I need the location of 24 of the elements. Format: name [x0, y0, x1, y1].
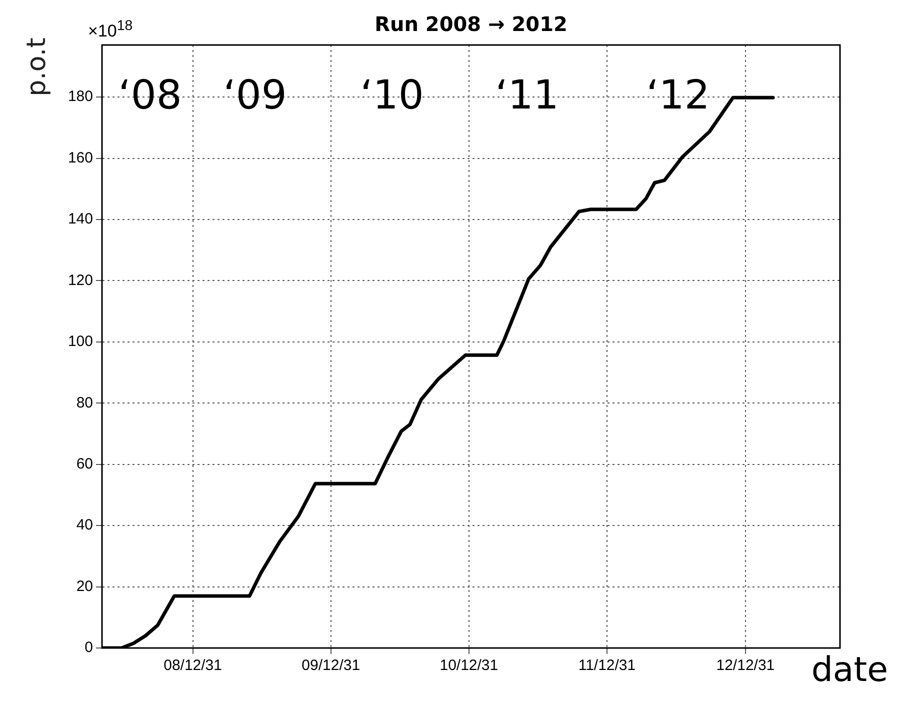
- annotation: ‘08: [118, 72, 182, 118]
- x-tick-label: 08/12/31: [164, 657, 222, 674]
- y-tick-label: 60: [76, 455, 93, 472]
- y-tick-label: 160: [68, 149, 93, 166]
- y-tick-label: 120: [68, 272, 93, 289]
- y-tick-label: 180: [68, 88, 93, 106]
- y-tick-label: 0: [84, 639, 93, 656]
- annotation: ‘11: [495, 72, 559, 118]
- y-tick-label: 20: [76, 578, 93, 595]
- text: ×10$^{18}$: [88, 18, 133, 42]
- y-tick-label: 40: [76, 516, 93, 534]
- x-tick-label: 10/12/31: [440, 657, 498, 674]
- y-axis-title: p.o.t: [22, 36, 52, 98]
- annotation: ‘10: [360, 72, 424, 118]
- y-tick-label: 100: [68, 333, 93, 350]
- annotation: ‘12: [646, 72, 710, 118]
- x-axis-title: date: [811, 650, 888, 690]
- annotation: ‘09: [223, 72, 287, 118]
- x-tick-label: 09/12/31: [302, 657, 360, 674]
- chart-title: Run 2008 → 2012: [374, 12, 568, 36]
- x-tick-label: 11/12/31: [578, 657, 636, 674]
- x-tick-label: 12/12/31: [716, 657, 775, 674]
- y-tick-label: 80: [76, 394, 93, 412]
- y-tick-label: 140: [68, 210, 93, 228]
